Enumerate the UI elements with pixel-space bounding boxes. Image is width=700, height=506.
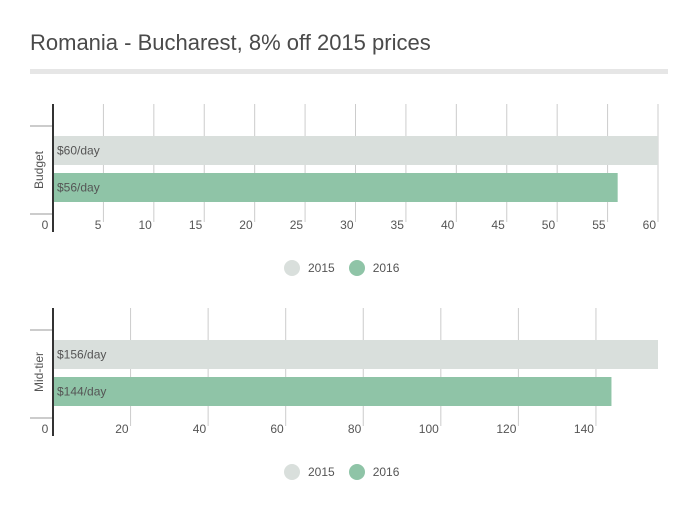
legend-item-2015[interactable]: 2015	[284, 464, 335, 480]
bar-budget-2016	[53, 173, 618, 202]
legend-swatch-2015	[284, 464, 300, 480]
legend-label-2016: 2016	[372, 261, 400, 275]
legend-swatch-2015	[284, 260, 300, 276]
bar-midtier-2016	[53, 377, 612, 406]
legend-item-2016[interactable]: 2016	[348, 260, 400, 276]
legend-swatch-2016	[348, 464, 365, 480]
legend-item-2015[interactable]: 2015	[284, 260, 335, 276]
x-tick-label-budget-30: 30	[340, 218, 354, 232]
bar-label-midtier-2016: $144/day	[57, 385, 106, 399]
x-tick-label-budget-5: 5	[95, 218, 102, 232]
x-tick-label-budget-60: 60	[643, 218, 657, 232]
x-tick-label-budget-0: 0	[42, 218, 49, 232]
x-tick-label-midtier-40: 40	[193, 422, 207, 436]
x-tick-label-budget-25: 25	[290, 218, 304, 232]
legend-swatch-2016	[348, 260, 365, 276]
x-tick-label-midtier-80: 80	[348, 422, 362, 436]
chart-title: Romania - Bucharest, 8% off 2015 prices	[30, 30, 431, 55]
category-label-midtier: Mid-tier	[32, 352, 46, 392]
x-tick-label-budget-45: 45	[491, 218, 505, 232]
legend-label-2015: 2015	[308, 261, 335, 275]
bar-budget-2015	[53, 136, 658, 165]
x-tick-label-budget-40: 40	[441, 218, 455, 232]
bar-label-budget-2016: $56/day	[57, 181, 100, 195]
category-label-budget: Budget	[32, 150, 46, 189]
legend-budget: 2015 2016	[284, 260, 399, 276]
x-tick-label-midtier-120: 120	[496, 422, 516, 436]
x-tick-label-midtier-0: 0	[42, 422, 49, 436]
x-tick-label-midtier-60: 60	[270, 422, 284, 436]
bar-midtier-2015	[53, 340, 658, 369]
bar-label-budget-2015: $60/day	[57, 144, 100, 158]
x-tick-label-budget-15: 15	[189, 218, 203, 232]
legend-midtier: 2015 2016	[284, 464, 399, 480]
legend-item-2016[interactable]: 2016	[348, 464, 400, 480]
legend-label-2015: 2015	[308, 465, 335, 479]
x-tick-label-budget-50: 50	[542, 218, 556, 232]
bar-label-midtier-2015: $156/day	[57, 348, 106, 362]
x-tick-label-budget-10: 10	[138, 218, 152, 232]
x-tick-label-budget-55: 55	[592, 218, 606, 232]
x-tick-label-budget-20: 20	[239, 218, 253, 232]
title-divider	[30, 69, 668, 74]
x-tick-label-budget-35: 35	[391, 218, 405, 232]
x-tick-label-midtier-140: 140	[574, 422, 594, 436]
legend-label-2016: 2016	[372, 465, 400, 479]
x-tick-label-midtier-100: 100	[419, 422, 439, 436]
x-tick-label-midtier-20: 20	[115, 422, 129, 436]
